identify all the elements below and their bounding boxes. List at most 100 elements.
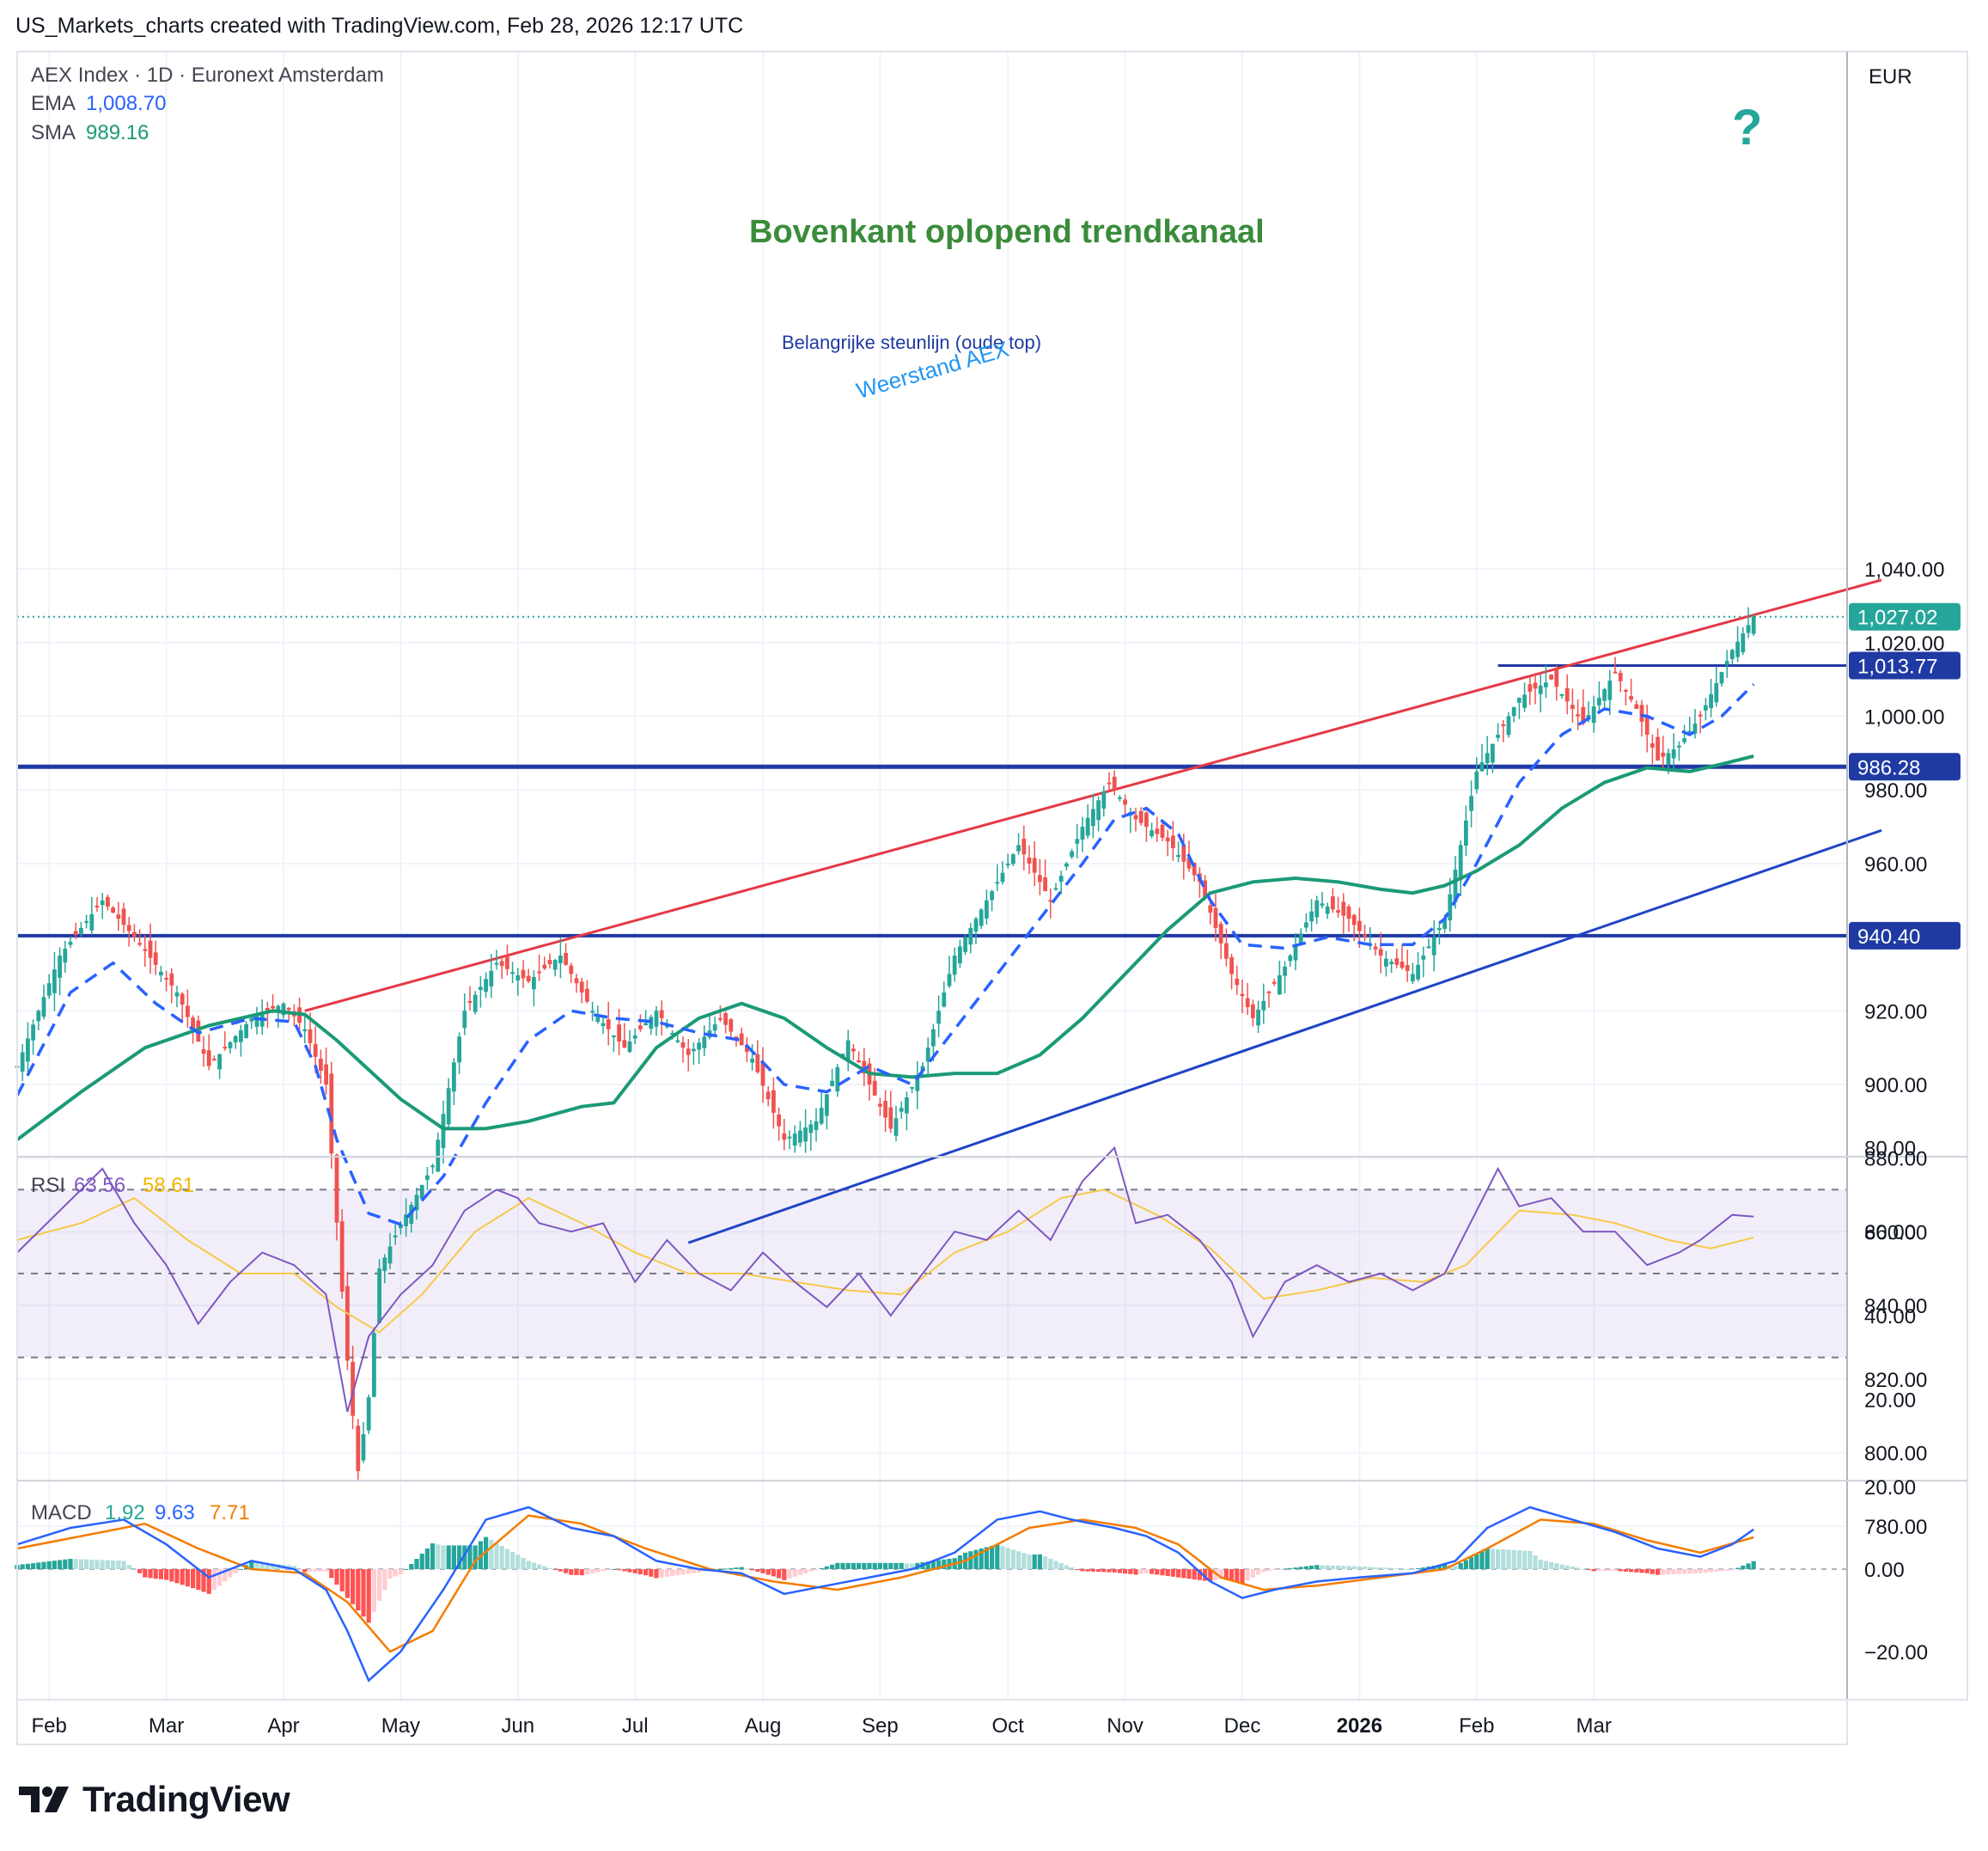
- macd-histogram-bar: [910, 1563, 915, 1569]
- candle-body: [1496, 734, 1500, 738]
- macd-histogram-bar: [995, 1544, 1000, 1569]
- candle-body: [1091, 809, 1095, 827]
- candle-body: [1266, 991, 1271, 993]
- macd-histogram-bar: [1245, 1569, 1250, 1581]
- macd-histogram-bar: [1240, 1569, 1245, 1584]
- macd-histogram-bar: [1676, 1569, 1681, 1574]
- candle-body: [1624, 689, 1628, 692]
- macd-histogram-bar: [574, 1569, 579, 1575]
- macd-hist-legend-value: 1.92: [105, 1501, 145, 1524]
- macd-histogram-bar: [1256, 1569, 1261, 1575]
- candle-body: [1634, 704, 1639, 709]
- candle-body: [1581, 706, 1586, 724]
- candle-body: [787, 1136, 792, 1139]
- macd-histogram-bar: [494, 1542, 499, 1569]
- macd-tick-label: 0.00: [1864, 1559, 1905, 1582]
- candle-body: [494, 962, 499, 965]
- candle-body: [473, 994, 478, 1012]
- candle-body: [217, 1054, 222, 1070]
- macd-histogram-bar: [1112, 1569, 1117, 1573]
- candle-body: [1421, 956, 1426, 960]
- macd-histogram-bar: [105, 1560, 110, 1569]
- candle-body: [947, 974, 952, 987]
- macd-histogram-bar: [1703, 1569, 1708, 1573]
- macd-histogram-bar: [1155, 1569, 1160, 1575]
- candle-body: [1298, 933, 1303, 945]
- candle-body: [968, 927, 973, 945]
- candle-body: [718, 1017, 723, 1020]
- candle-body: [1373, 946, 1378, 950]
- time-tick-label: Apr: [267, 1714, 299, 1738]
- macd-histogram-bar: [1218, 1569, 1223, 1579]
- candle-body: [1218, 923, 1223, 944]
- macd-histogram-bar: [1538, 1560, 1543, 1569]
- macd-histogram-bar: [1378, 1567, 1383, 1569]
- time-tick-label: 2026: [1337, 1714, 1382, 1738]
- macd-histogram-bar: [990, 1545, 995, 1569]
- macd-histogram-bar: [1522, 1550, 1528, 1569]
- rsi-ma-legend-value: 58.61: [143, 1174, 194, 1197]
- macd-histogram-bar: [73, 1559, 78, 1569]
- macd-histogram-bar: [1176, 1569, 1181, 1578]
- macd-histogram-bar: [1741, 1565, 1746, 1569]
- price-tick-label: 920.00: [1864, 1000, 1927, 1023]
- macd-histogram-bar: [206, 1569, 211, 1594]
- macd-histogram-bar: [1117, 1569, 1122, 1573]
- candle-body: [547, 960, 552, 965]
- candle-body: [510, 972, 515, 974]
- macd-histogram-bar: [1436, 1565, 1442, 1569]
- candle-body: [302, 1029, 308, 1031]
- candle-body: [1005, 863, 1010, 865]
- macd-signal-legend-value: 7.71: [210, 1501, 250, 1524]
- rsi-band: [17, 1188, 1847, 1570]
- macd-histogram-bar: [366, 1569, 371, 1623]
- candle-body: [52, 969, 57, 993]
- candle-body: [1469, 796, 1473, 811]
- candle-body: [1314, 900, 1320, 918]
- candle-body: [206, 1050, 211, 1066]
- candle-body: [95, 905, 100, 907]
- macd-histogram-bar: [1416, 1568, 1421, 1569]
- candle-body: [132, 932, 137, 938]
- macd-histogram-bar: [893, 1562, 899, 1569]
- macd-histogram-bar: [398, 1569, 403, 1574]
- macd-histogram-bar: [1346, 1566, 1351, 1569]
- macd-histogram-bar: [1623, 1569, 1628, 1572]
- candle-body: [936, 1011, 941, 1024]
- macd-histogram-bar: [1043, 1556, 1048, 1569]
- candle-body: [905, 1097, 909, 1114]
- candle-body: [532, 977, 536, 990]
- macd-histogram-bar: [1133, 1569, 1138, 1575]
- macd-histogram-bar: [590, 1569, 595, 1573]
- macd-histogram-bar: [249, 1561, 254, 1569]
- candle-body: [958, 946, 962, 964]
- macd-histogram-bar: [1463, 1560, 1468, 1569]
- macd-histogram-bar: [579, 1569, 584, 1576]
- candle-body: [1522, 694, 1527, 708]
- macd-histogram-bar: [1528, 1550, 1533, 1569]
- rsi-tick-label: 20.00: [1864, 1389, 1916, 1412]
- macd-histogram-bar: [121, 1561, 126, 1569]
- candle-body: [622, 1040, 627, 1048]
- candle-body: [632, 1035, 637, 1039]
- candle-body: [372, 1333, 376, 1397]
- macd-histogram-bar: [201, 1569, 206, 1592]
- candle-body: [739, 1033, 744, 1046]
- candle-body: [617, 1024, 621, 1042]
- candle-body: [377, 1268, 381, 1323]
- candle-body: [814, 1121, 819, 1131]
- macd-histogram-bar: [1363, 1567, 1368, 1569]
- candle-body: [1704, 705, 1708, 711]
- candle-body: [446, 1088, 451, 1125]
- macd-histogram-bar: [1309, 1565, 1314, 1569]
- macd-histogram-bar: [233, 1569, 238, 1573]
- candle-body: [1123, 799, 1127, 805]
- candle-body: [1730, 650, 1735, 659]
- price-tick-label: 1,020.00: [1864, 632, 1944, 656]
- price-tick-label: 860.00: [1864, 1221, 1927, 1244]
- candle-body: [1070, 851, 1074, 858]
- candle-body: [26, 1038, 30, 1062]
- candle-body: [436, 1139, 441, 1172]
- macd-histogram-bar: [1325, 1565, 1330, 1569]
